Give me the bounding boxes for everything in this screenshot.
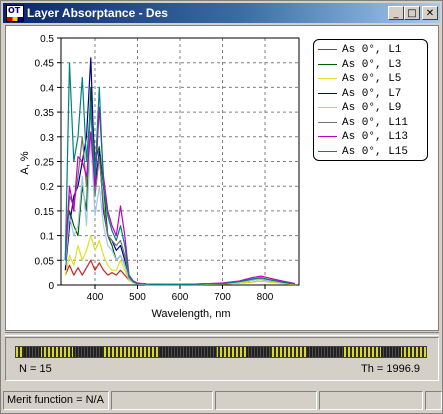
y-tick-label: 0.25: [35, 158, 55, 169]
y-tick-label: 0: [48, 281, 54, 292]
legend-item: As 0°, L11: [318, 116, 426, 130]
series-line-5: [64, 136, 295, 286]
thickness-label: Th = 1996.9: [360, 363, 420, 375]
x-tick-label: 400: [87, 292, 104, 303]
y-tick-label: 0.05: [35, 256, 55, 267]
legend-label: As 0°, L5: [342, 73, 402, 85]
legend-item: As 0°, L13: [318, 130, 426, 144]
structure-segment: [24, 347, 41, 357]
legend-swatch: [318, 63, 337, 65]
title-bar[interactable]: OT Layer Absorptance - Des _ □ ✕: [3, 3, 440, 23]
series-line-3: [64, 235, 295, 286]
close-button[interactable]: ✕: [422, 6, 438, 20]
y-tick-label: 0.2: [40, 182, 54, 193]
legend-label: As 0°, L3: [342, 58, 402, 71]
series-line-7: [64, 106, 295, 286]
y-tick-label: 0.4: [40, 83, 54, 94]
status-panel-1: [111, 391, 213, 410]
app-icon-text: OT: [8, 6, 21, 15]
legend-item: As 0°, L1: [318, 43, 426, 57]
legend-swatch: [318, 78, 337, 79]
app-icon[interactable]: OT: [6, 5, 24, 22]
legend-item: As 0°, L3: [318, 58, 426, 72]
legend-swatch: [318, 150, 337, 152]
legend-label: As 0°, L7: [342, 87, 402, 100]
absorptance-chart: 0 0.05 0.1 0.15 0.2 0.25 0.3 0.35 0.4 0.45 0.5 400 5…: [19, 34, 300, 320]
layer-structure-bar[interactable]: [15, 346, 427, 358]
legend-swatch: [318, 121, 337, 123]
legend-label: As 0°, L15: [342, 145, 409, 158]
chart-series: [64, 57, 295, 286]
y-tick-label: 0.3: [40, 133, 54, 144]
y-tick-label: 0.15: [35, 207, 55, 218]
app-icon-stripe: [7, 17, 23, 21]
legend-label: As 0°, L1: [342, 44, 402, 56]
legend-label: As 0°, L9: [342, 102, 402, 114]
x-tick-label: 800: [257, 292, 274, 303]
x-tick-label: 700: [214, 292, 231, 303]
status-panel-4: [425, 391, 442, 410]
structure-segment: [380, 347, 402, 357]
legend-item: As 0°, L9: [318, 101, 426, 115]
layer-count-label: N = 15: [19, 363, 52, 375]
legend-label: As 0°, L11: [342, 116, 409, 129]
y-axis-label: A, %: [19, 151, 31, 174]
y-tick-label: 0.1: [40, 232, 54, 243]
legend-swatch: [318, 136, 337, 137]
window-title: Layer Absorptance - Des: [27, 6, 168, 20]
structure-segment: [73, 347, 103, 357]
legend-swatch: [318, 92, 337, 94]
structure-segment: [159, 347, 217, 357]
separator: [5, 332, 439, 336]
legend-swatch: [318, 107, 337, 108]
minimize-button[interactable]: _: [388, 6, 404, 20]
structure-segment: [245, 347, 271, 357]
chart-legend: As 0°, L1 As 0°, L3 As 0°, L5 As 0°, L7 As 0…: [313, 39, 428, 161]
y-tick-label: 0.5: [40, 34, 54, 45]
legend-item: As 0°, L7: [318, 87, 426, 101]
status-merit-function: Merit function = N/A: [3, 391, 109, 410]
structure-panel: [5, 337, 439, 381]
legend-item: As 0°, L15: [318, 145, 426, 159]
status-panel-2: [215, 391, 317, 410]
y-tick-label: 0.35: [35, 108, 55, 119]
structure-segment: [307, 347, 344, 357]
series-line-8: [64, 62, 295, 286]
legend-swatch: [318, 49, 337, 50]
x-tick-label: 500: [129, 292, 146, 303]
y-tick-label: 0.45: [35, 59, 55, 70]
x-tick-label: 600: [172, 292, 189, 303]
chart-ticks: 0 0.05 0.1 0.15 0.2 0.25 0.3 0.35 0.4 0.45 0.5 400 5…: [35, 34, 274, 303]
legend-item: As 0°, L5: [318, 72, 426, 86]
x-axis-label: Wavelength, nm: [151, 308, 230, 320]
legend-label: As 0°, L13: [342, 131, 409, 143]
status-panel-3: [319, 391, 423, 410]
maximize-button[interactable]: □: [404, 6, 420, 20]
